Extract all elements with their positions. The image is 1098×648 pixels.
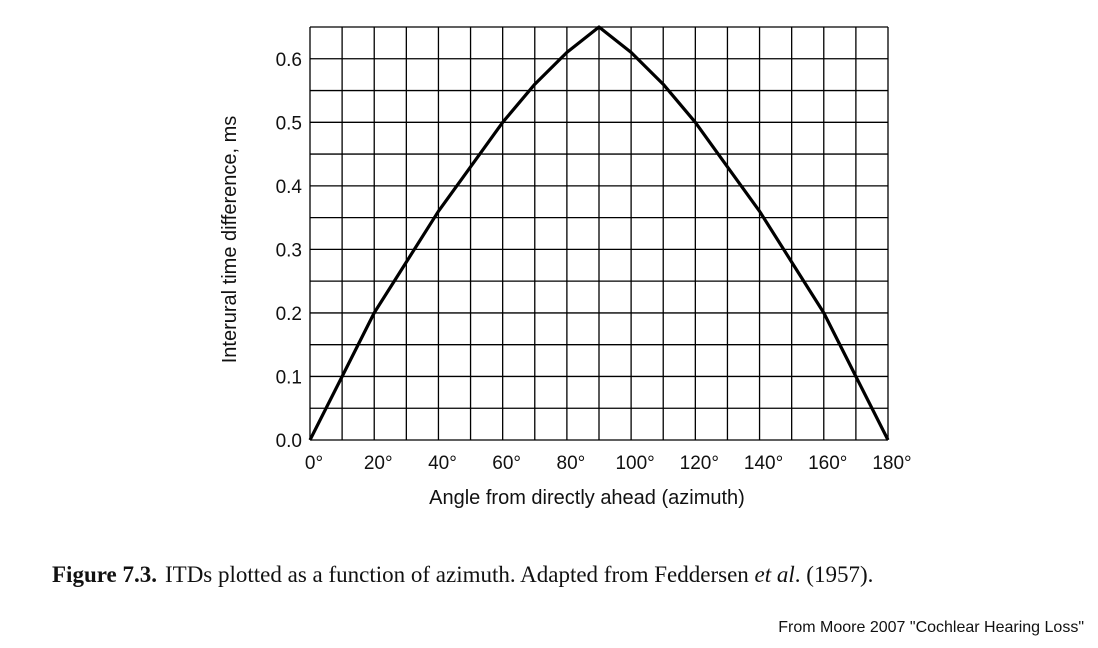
x-tick-label: 0°	[305, 453, 323, 474]
y-tick-label: 0.2	[276, 304, 302, 325]
x-tick-label: 120°	[680, 453, 719, 474]
x-tick-label: 80°	[557, 453, 586, 474]
x-tick-label: 180°	[872, 453, 911, 474]
y-tick-label: 0.3	[276, 240, 302, 261]
y-tick-label: 0.1	[276, 367, 302, 388]
y-tick-label: 0.4	[276, 177, 303, 198]
caption-text-end: . (1957).	[794, 562, 874, 587]
x-tick-label: 60°	[492, 453, 521, 474]
source-note: From Moore 2007 "Cochlear Hearing Loss"	[778, 619, 1084, 636]
x-tick-label: 100°	[615, 453, 654, 474]
x-tick-label: 40°	[428, 453, 457, 474]
y-tick-label: 0.0	[276, 431, 302, 452]
caption-lead: Figure 7.3.	[52, 562, 157, 587]
x-tick-label: 140°	[744, 453, 783, 474]
itd-chart: 0.0 0.1 0.2 0.3 0.4 0.5 0.6 0° 20° 40° 60° 80° 100° 1…	[219, 25, 912, 509]
series-layer	[308, 25, 890, 441]
tick-labels: 0.0 0.1 0.2 0.3 0.4 0.5 0.6 0° 20° 40° 60° 80° 100° 1…	[276, 50, 912, 474]
x-axis-title: Angle from directly ahead (azimuth)	[429, 487, 745, 509]
grid	[309, 26, 889, 441]
caption-etal: et al	[754, 562, 795, 587]
y-tick-label: 0.6	[276, 50, 302, 71]
y-tick-label: 0.5	[276, 113, 302, 134]
series-line-itd	[308, 25, 890, 441]
y-axis-title: Interural time difference, ms	[219, 116, 241, 364]
x-tick-label: 20°	[364, 453, 393, 474]
figure-caption: Figure 7.3. ITDs plotted as a function of…	[52, 562, 1092, 588]
x-tick-label: 160°	[808, 453, 847, 474]
caption-text: ITDs plotted as a function of azimuth. A…	[164, 562, 755, 587]
